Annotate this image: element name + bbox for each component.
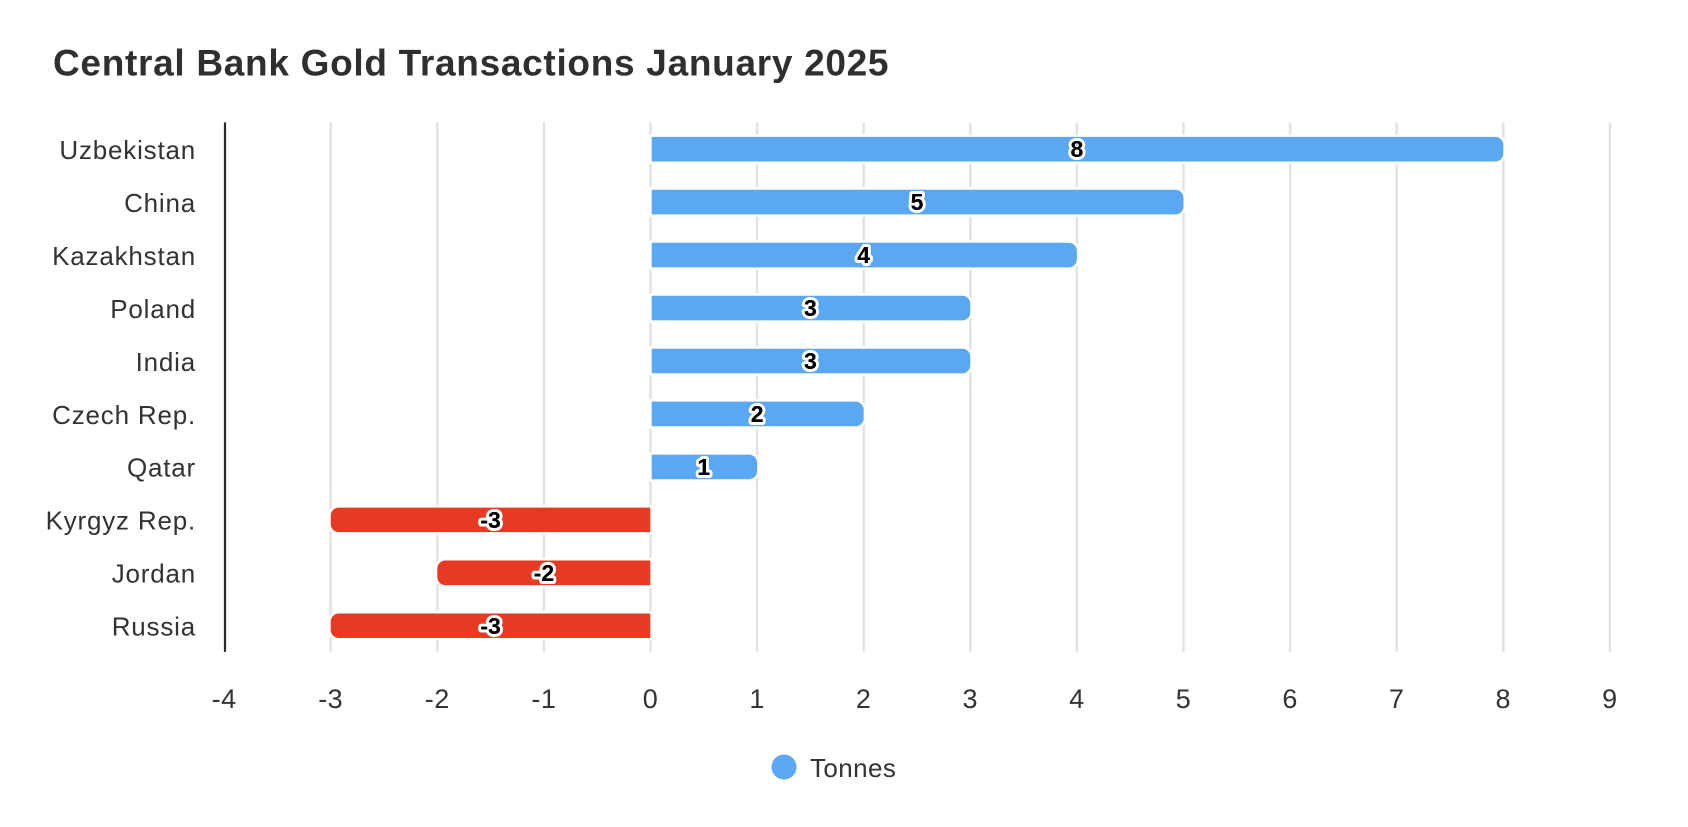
svg-text:-1: -1 <box>531 684 556 714</box>
svg-text:-3: -3 <box>318 684 343 714</box>
svg-text:Jordan: Jordan <box>112 559 196 589</box>
svg-text:5: 5 <box>1176 684 1192 714</box>
svg-text:0: 0 <box>643 684 659 714</box>
svg-text:Uzbekistan: Uzbekistan <box>59 135 196 165</box>
svg-text:3: 3 <box>804 295 817 321</box>
svg-text:Russia: Russia <box>112 612 196 642</box>
svg-text:3: 3 <box>804 295 817 321</box>
svg-text:6: 6 <box>1282 684 1298 714</box>
svg-text:1: 1 <box>749 684 765 714</box>
svg-text:Czech Rep.: Czech Rep. <box>52 400 196 430</box>
svg-text:-2: -2 <box>425 684 450 714</box>
svg-text:4: 4 <box>857 242 870 268</box>
svg-text:Tonnes: Tonnes <box>810 753 896 783</box>
svg-text:2: 2 <box>751 401 764 427</box>
svg-text:4: 4 <box>1069 684 1085 714</box>
svg-text:8: 8 <box>1071 136 1084 162</box>
svg-text:-4: -4 <box>212 684 237 714</box>
svg-text:4: 4 <box>857 242 870 268</box>
svg-text:9: 9 <box>1602 684 1618 714</box>
svg-text:Central Bank Gold Transactions: Central Bank Gold Transactions January 2… <box>53 43 889 84</box>
svg-text:-3: -3 <box>480 507 500 533</box>
svg-text:Kazakhstan: Kazakhstan <box>52 241 196 271</box>
svg-text:-2: -2 <box>534 560 554 586</box>
svg-text:3: 3 <box>804 348 817 374</box>
svg-text:1: 1 <box>697 454 710 480</box>
svg-text:China: China <box>124 188 196 218</box>
svg-text:India: India <box>136 347 196 377</box>
svg-text:1: 1 <box>697 454 710 480</box>
svg-text:Poland: Poland <box>110 294 196 324</box>
svg-text:7: 7 <box>1389 684 1405 714</box>
svg-text:-3: -3 <box>480 507 500 533</box>
svg-text:3: 3 <box>963 684 979 714</box>
svg-text:Qatar: Qatar <box>127 453 196 483</box>
svg-text:8: 8 <box>1496 684 1512 714</box>
svg-text:Kyrgyz Rep.: Kyrgyz Rep. <box>46 506 196 536</box>
svg-text:2: 2 <box>751 401 764 427</box>
svg-text:3: 3 <box>804 348 817 374</box>
svg-text:2: 2 <box>856 684 872 714</box>
svg-text:5: 5 <box>911 189 924 215</box>
svg-text:-2: -2 <box>534 560 554 586</box>
svg-text:8: 8 <box>1071 136 1084 162</box>
svg-text:-3: -3 <box>480 613 500 639</box>
svg-text:-3: -3 <box>480 613 500 639</box>
svg-text:5: 5 <box>911 189 924 215</box>
